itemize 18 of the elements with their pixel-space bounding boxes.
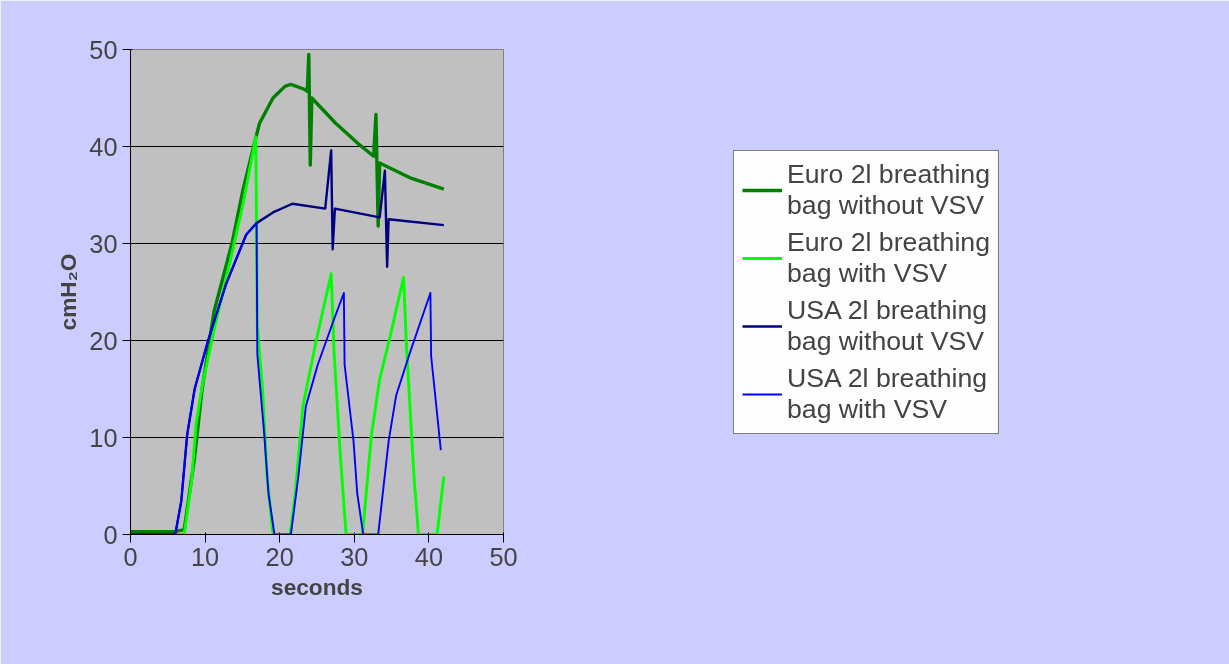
legend-label: Euro 2l breathing bag without VSV bbox=[786, 158, 991, 221]
y-tick-label: 40 bbox=[89, 132, 118, 161]
y-tick-label: 50 bbox=[89, 35, 118, 64]
x-tick-label: 0 bbox=[123, 542, 138, 571]
legend-label: USA 2l breathing bag without VSV bbox=[786, 294, 988, 357]
y-tick-label: 10 bbox=[89, 423, 118, 452]
y-tick-label: 20 bbox=[89, 326, 118, 355]
x-tick-label: 30 bbox=[340, 542, 369, 571]
legend-label: Euro 2l breathing bag with VSV bbox=[786, 226, 991, 289]
x-tick-label: 40 bbox=[414, 542, 443, 571]
y-tick-label: 0 bbox=[103, 520, 118, 549]
x-tick-label: 50 bbox=[489, 542, 518, 571]
x-axis-title: seconds bbox=[271, 573, 363, 600]
x-tick-label: 10 bbox=[191, 542, 220, 571]
y-tick-label: 30 bbox=[89, 229, 118, 258]
x-tick-label: 20 bbox=[265, 542, 294, 571]
legend-label: USA 2l breathing bag with VSV bbox=[786, 362, 988, 425]
y-axis-title: cmH₂O bbox=[55, 253, 82, 331]
